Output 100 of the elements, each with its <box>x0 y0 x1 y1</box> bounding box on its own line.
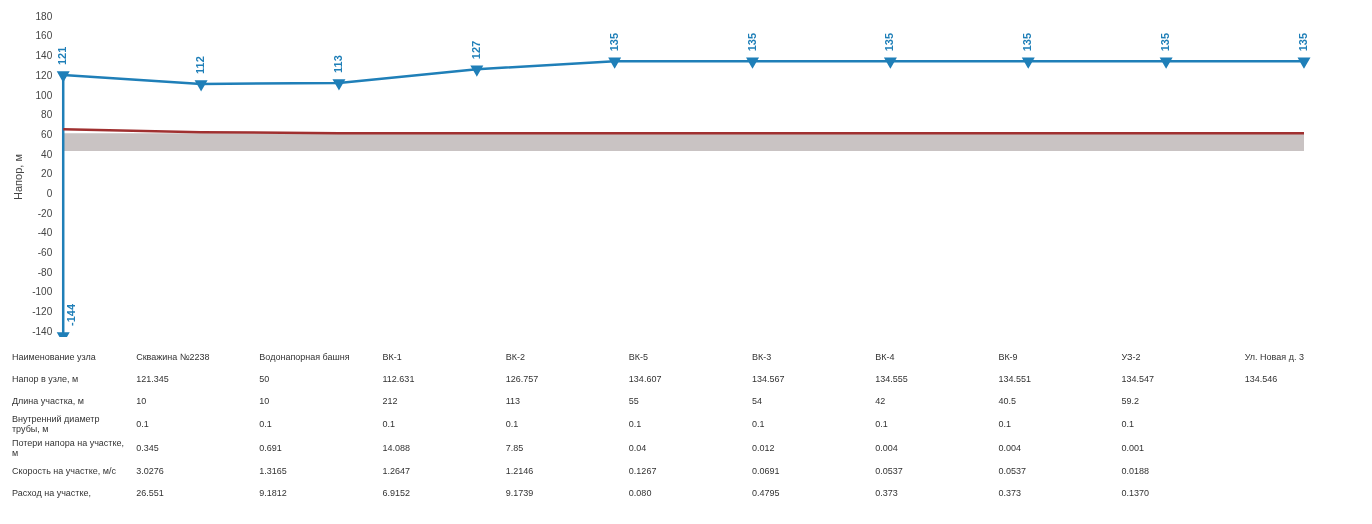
data-label: 113 <box>504 395 522 408</box>
data-label: 0.1 <box>627 418 643 431</box>
text: Расход на участке, <box>11 487 92 500</box>
data-label: 0.1 <box>751 418 766 431</box>
category-label: Скважина №2238 <box>135 351 211 364</box>
data-label: 135 <box>1021 32 1034 52</box>
point <box>884 57 896 68</box>
y-tick-label: 180 <box>35 10 53 22</box>
y-tick-label: -40 <box>37 227 53 239</box>
category-label: ВК-5 <box>627 351 650 364</box>
data-label: 0.691 <box>258 442 283 455</box>
category-label: ВК-1 <box>381 351 403 364</box>
point <box>333 79 345 90</box>
data-label: 134.567 <box>751 373 786 386</box>
y-tick-label: -80 <box>37 266 53 278</box>
data-label: 0.1 <box>135 418 150 431</box>
data-label: 135 <box>607 32 620 52</box>
y-tick-label: 0 <box>46 187 53 199</box>
point <box>471 65 483 76</box>
text: Скорость на участке, м/с <box>11 465 117 478</box>
data-label: 113 <box>331 55 344 73</box>
data-label: 0.373 <box>874 487 899 500</box>
point <box>746 57 759 68</box>
point <box>195 80 207 91</box>
y-tick-label: 140 <box>35 50 53 62</box>
data-label: 127 <box>469 40 482 60</box>
point <box>1022 57 1034 68</box>
data-label: 0.373 <box>997 487 1022 500</box>
data-label: 0.0691 <box>751 465 781 478</box>
data-label: 0.1 <box>504 418 520 431</box>
y-tick-label: 160 <box>35 30 53 42</box>
data-label: 3.0276 <box>135 465 165 478</box>
data-label: 135 <box>1159 32 1172 52</box>
data-label: 0.1 <box>258 418 273 431</box>
data-label: 55 <box>627 395 640 408</box>
data-label: 10 <box>135 395 148 408</box>
text: Наименование узла <box>11 351 97 364</box>
data-label: 112.631 <box>381 373 416 386</box>
data-label: 6.9152 <box>381 487 412 500</box>
category-label: ВК-4 <box>874 351 896 364</box>
data-label: 112 <box>194 56 207 74</box>
point <box>609 57 621 68</box>
y-tick-label: -120 <box>32 306 53 318</box>
data-label: 54 <box>751 395 764 408</box>
point <box>1298 57 1310 68</box>
data-label: 0.1267 <box>627 465 658 478</box>
data-label: -144 <box>65 303 78 327</box>
y-tick-label: -140 <box>32 325 53 337</box>
data-label: 135 <box>1297 32 1310 52</box>
data-label: 1.2647 <box>381 465 412 478</box>
data-label: 134.607 <box>627 373 663 386</box>
data-label: 0.012 <box>751 442 776 455</box>
data-label: 212 <box>381 395 399 408</box>
text: Длина участка, м <box>11 395 85 408</box>
data-label: 0.04 <box>627 442 648 455</box>
data-label: 0.1 <box>1120 418 1136 431</box>
y-tick-label: 40 <box>41 148 53 160</box>
y-tick-label: 120 <box>35 69 53 81</box>
data-label: 0.4795 <box>751 487 781 500</box>
data-label: 0.001 <box>1120 442 1146 455</box>
data-label: 0.004 <box>997 442 1022 455</box>
data-label: 1.2146 <box>504 465 535 478</box>
data-label: 10 <box>258 395 271 408</box>
data-label: 9.1812 <box>258 487 288 500</box>
data-label: 0.0188 <box>1120 465 1151 478</box>
data-label: 135 <box>745 32 758 52</box>
data-label: 7.85 <box>504 442 525 455</box>
text: Потери напора на участке, м <box>11 437 126 460</box>
y-tick-label: -20 <box>37 207 53 219</box>
data-label: 126.757 <box>504 373 540 386</box>
data-label: 40.5 <box>997 395 1017 408</box>
data-label: 134.546 <box>1243 373 1279 386</box>
data-label: 0.1 <box>381 418 397 431</box>
y-axis-title: Напор, м <box>11 154 24 200</box>
y-tick-label: 60 <box>41 128 53 140</box>
category-label: ВК-2 <box>504 351 526 364</box>
category-label: Водонапорная башня <box>258 351 351 364</box>
point <box>1160 57 1172 68</box>
category-label: Ул. Новая д. 3 <box>1243 351 1305 364</box>
data-label: 0.004 <box>874 442 899 455</box>
y-tick-label: 80 <box>41 109 53 121</box>
data-label: 59.2 <box>1120 395 1141 408</box>
data-label: 14.088 <box>381 442 412 455</box>
data-label: 50 <box>258 373 271 386</box>
y-tick-label: -60 <box>37 247 53 259</box>
data-label: 0.345 <box>135 442 160 455</box>
category-label: ВК-9 <box>997 351 1019 364</box>
data-label: 0.1 <box>874 418 889 431</box>
data-label: 121 <box>56 46 69 66</box>
y-tick-label: 100 <box>35 89 53 101</box>
data-label: 26.551 <box>135 487 165 500</box>
data-label: 0.0537 <box>997 465 1027 478</box>
data-label: 9.1739 <box>504 487 535 500</box>
data-label: 42 <box>874 395 887 408</box>
category-label: ВК-3 <box>751 351 773 364</box>
data-label: 1.3165 <box>258 465 288 478</box>
text: Внутренний диаметр трубы, м <box>11 413 101 436</box>
y-tick-label: -100 <box>32 286 53 298</box>
data-label: 0.080 <box>627 487 653 500</box>
text: Напор в узле, м <box>11 373 80 386</box>
